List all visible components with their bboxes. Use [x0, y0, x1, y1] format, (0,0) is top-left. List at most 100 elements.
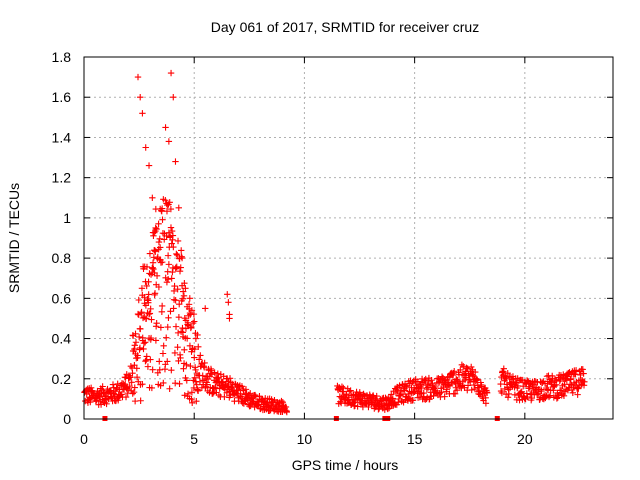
- data-point: [147, 356, 154, 363]
- data-point: [347, 387, 354, 394]
- data-point: [149, 194, 156, 201]
- data-point: [143, 353, 150, 360]
- data-point: [150, 265, 157, 273]
- data-point: [470, 372, 477, 379]
- data-point: [188, 307, 196, 314]
- data-point: [156, 235, 163, 242]
- data-point: [122, 380, 129, 388]
- data-point: [560, 392, 568, 399]
- data-point: [463, 364, 470, 372]
- data-point: [132, 339, 140, 346]
- x-tick-label: 20: [517, 431, 533, 447]
- data-point: [171, 282, 178, 290]
- grid-lines: [84, 57, 613, 419]
- data-point: [164, 252, 172, 259]
- data-point: [163, 207, 171, 215]
- data-point: [159, 350, 167, 357]
- data-point: [561, 381, 568, 388]
- data-point: [223, 389, 230, 397]
- y-tick-label: 0.6: [52, 290, 72, 306]
- data-point: [242, 386, 250, 393]
- data-point: [159, 216, 166, 223]
- data-point: [142, 144, 149, 151]
- data-point: [129, 369, 136, 377]
- data-point: [211, 369, 218, 376]
- data-point: [500, 365, 507, 372]
- data-point: [505, 390, 513, 398]
- data-point: [138, 308, 145, 316]
- data-point: [152, 248, 159, 255]
- data-point: [167, 205, 175, 213]
- data-point: [428, 377, 435, 384]
- data-point: [173, 263, 180, 271]
- data-point: [504, 370, 511, 377]
- data-point: [146, 310, 154, 317]
- data-point: [131, 397, 139, 405]
- data-point: [114, 380, 121, 388]
- y-tick-label: 1: [63, 210, 71, 226]
- y-tick-label: 0.4: [52, 331, 72, 347]
- data-point: [181, 346, 188, 353]
- data-point: [155, 283, 163, 291]
- data-point: [179, 295, 187, 302]
- data-point: [423, 385, 431, 393]
- data-point: [572, 367, 580, 374]
- data-point: [148, 316, 155, 323]
- data-point: [167, 224, 175, 231]
- y-tick-label: 0.2: [52, 371, 72, 387]
- data-point: [429, 380, 436, 388]
- data-point: [458, 361, 466, 368]
- data-point: [153, 225, 160, 233]
- data-point: [160, 379, 167, 387]
- data-point: [406, 380, 413, 387]
- data-point: [174, 344, 181, 351]
- data-point: [474, 376, 481, 383]
- data-point: [178, 254, 186, 262]
- data-point: [448, 379, 455, 386]
- data-point: [550, 387, 557, 394]
- data-point: [401, 387, 408, 394]
- data-point: [446, 382, 454, 390]
- data-point: [157, 324, 165, 331]
- data-point: [132, 330, 139, 337]
- data-point: [579, 366, 586, 373]
- data-point: [569, 389, 577, 396]
- data-point: [129, 390, 136, 397]
- data-point: [346, 388, 353, 395]
- data-point: [197, 352, 204, 359]
- data-point: [471, 385, 479, 393]
- data-point: [164, 358, 171, 365]
- data-point: [176, 300, 183, 308]
- data-point: [574, 391, 581, 398]
- data-point: [135, 333, 143, 341]
- data-point: [468, 386, 475, 394]
- data-point: [128, 379, 135, 386]
- data-point: [172, 158, 179, 165]
- data-point: [241, 398, 248, 405]
- data-point: [175, 313, 183, 321]
- data-point: [145, 291, 152, 298]
- data-point: [165, 261, 173, 268]
- data-point: [137, 325, 144, 333]
- data-point: [143, 282, 150, 290]
- data-point: [128, 387, 135, 395]
- data-point: [97, 401, 105, 408]
- data-point: [195, 343, 202, 351]
- data-point: [153, 272, 161, 280]
- data-point: [137, 94, 144, 101]
- data-point: [180, 292, 188, 299]
- data-point: [138, 285, 146, 292]
- data-point: [163, 278, 171, 286]
- data-point: [145, 278, 152, 286]
- data-point: [193, 381, 200, 388]
- data-point: [165, 138, 173, 145]
- data-point: [472, 368, 479, 376]
- data-point: [202, 305, 209, 312]
- data-point: [580, 370, 587, 377]
- data-point: [504, 394, 512, 401]
- data-point: [214, 375, 221, 382]
- data-point: [420, 389, 427, 397]
- data-point: [503, 374, 510, 381]
- data-point: [152, 224, 159, 232]
- data-point: [395, 392, 403, 400]
